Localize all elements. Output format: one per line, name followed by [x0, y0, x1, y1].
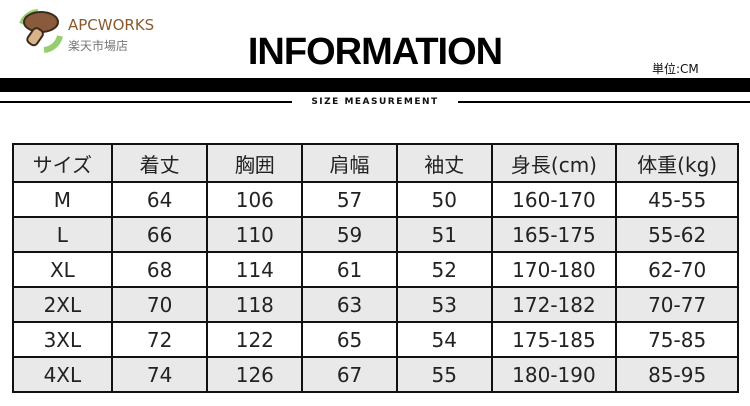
value-cell: 106	[206, 181, 304, 218]
table-row: 4XL 74 126 67 55 180-190 85-95	[12, 356, 739, 393]
table-row: 2XL 70 118 63 53 172-182 70-77	[12, 286, 739, 323]
size-cell: M	[12, 181, 113, 218]
header-cell: 体重(kg)	[615, 143, 739, 183]
value-cell: 165-175	[490, 216, 618, 253]
value-cell: 52	[395, 251, 493, 288]
header-cell: 肩幅	[301, 143, 398, 183]
value-cell: 170-180	[490, 251, 618, 288]
size-cell: 4XL	[12, 356, 113, 393]
value-cell: 63	[301, 286, 398, 323]
header-cell: 袖丈	[395, 143, 493, 183]
unit-label: 単位:CM	[652, 62, 699, 76]
value-cell: 172-182	[490, 286, 618, 323]
size-cell: XL	[12, 251, 113, 288]
size-cell: 3XL	[12, 321, 113, 358]
value-cell: 57	[301, 181, 398, 218]
value-cell: 51	[395, 216, 493, 253]
value-cell: 61	[301, 251, 398, 288]
value-cell: 55-62	[615, 216, 739, 253]
value-cell: 66	[110, 216, 209, 253]
value-cell: 160-170	[490, 181, 618, 218]
table-row: M 64 106 57 50 160-170 45-55	[12, 181, 739, 218]
value-cell: 45-55	[615, 181, 739, 218]
value-cell: 126	[206, 356, 304, 393]
value-cell: 122	[206, 321, 304, 358]
value-cell: 175-185	[490, 321, 618, 358]
table-header-row: サイズ 着丈 胸囲 肩幅 袖丈 身長(cm) 体重(kg)	[12, 143, 739, 183]
value-cell: 70-77	[615, 286, 739, 323]
value-cell: 59	[301, 216, 398, 253]
value-cell: 64	[110, 181, 209, 218]
value-cell: 55	[395, 356, 493, 393]
section-subtitle: SIZE MEASUREMENT	[311, 97, 439, 107]
value-cell: 75-85	[615, 321, 739, 358]
size-table: サイズ 着丈 胸囲 肩幅 袖丈 身長(cm) 体重(kg) M 64 106 57 50…	[12, 143, 739, 393]
divider-line-left	[0, 101, 292, 103]
header-cell: 身長(cm)	[490, 143, 618, 183]
header-cell: サイズ	[12, 143, 113, 183]
divider-line-right	[458, 101, 750, 103]
page-title: INFORMATION	[247, 31, 503, 73]
value-cell: 65	[301, 321, 398, 358]
header-divider-bar	[0, 78, 750, 92]
value-cell: 110	[206, 216, 304, 253]
watermark-store: 楽天市場店	[68, 38, 128, 53]
value-cell: 74	[110, 356, 209, 393]
value-cell: 67	[301, 356, 398, 393]
value-cell: 54	[395, 321, 493, 358]
value-cell: 180-190	[490, 356, 618, 393]
watermark-brand: APCWORKS	[68, 16, 154, 34]
header-cell: 着丈	[110, 143, 209, 183]
apcworks-logo-watermark: APCWORKS 楽天市場店	[19, 9, 154, 53]
value-cell: 85-95	[615, 356, 739, 393]
value-cell: 50	[395, 181, 493, 218]
table-row: XL 68 114 61 52 170-180 62-70	[12, 251, 739, 288]
value-cell: 62-70	[615, 251, 739, 288]
value-cell: 53	[395, 286, 493, 323]
size-cell: 2XL	[12, 286, 113, 323]
value-cell: 114	[206, 251, 304, 288]
size-cell: L	[12, 216, 113, 253]
table-row: 3XL 72 122 65 54 175-185 75-85	[12, 321, 739, 358]
value-cell: 118	[206, 286, 304, 323]
value-cell: 70	[110, 286, 209, 323]
table-row: L 66 110 59 51 165-175 55-62	[12, 216, 739, 253]
header-cell: 胸囲	[206, 143, 304, 183]
value-cell: 72	[110, 321, 209, 358]
value-cell: 68	[110, 251, 209, 288]
